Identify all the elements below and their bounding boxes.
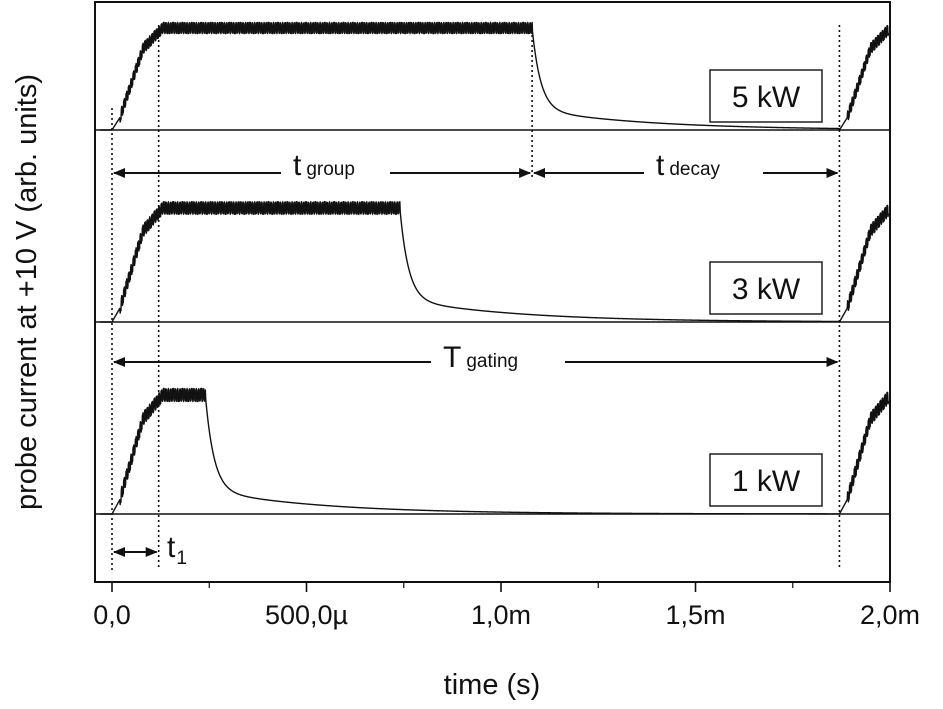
x-tick-label: 0,0 bbox=[93, 600, 131, 630]
annotation-label-t1: t1 bbox=[167, 531, 187, 569]
plot-frame bbox=[94, 1, 891, 583]
annotation-t-group: t group bbox=[113, 149, 532, 182]
power-label-box bbox=[709, 69, 823, 123]
power-label-text: 3 kW bbox=[732, 273, 801, 306]
power-label-3: 1 kW bbox=[709, 453, 823, 507]
annotation-label-t-decay: t decay bbox=[656, 149, 721, 182]
x-tick-label: 1,0m bbox=[471, 600, 531, 630]
annotations: t group t decay T gating t1 bbox=[113, 149, 839, 569]
power-label-1: 5 kW bbox=[709, 69, 823, 123]
power-label-text: 5 kW bbox=[732, 81, 801, 114]
y-axis-label: probe current at +10 V (arb. units) bbox=[11, 74, 43, 510]
power-label-box bbox=[709, 453, 823, 507]
x-tick-label: 500,0µ bbox=[265, 600, 348, 630]
trace-3-kw bbox=[100, 201, 890, 323]
annotation-t-decay: t decay bbox=[533, 149, 839, 182]
annotation-t1: t1 bbox=[113, 531, 187, 569]
traces bbox=[100, 21, 890, 515]
trace-1-kw bbox=[100, 387, 890, 515]
trace-5-kw bbox=[100, 21, 890, 131]
power-label-text: 1 kW bbox=[732, 465, 801, 498]
x-axis: 0,0 500,0µ 1,0m 1,5m 2,0m bbox=[93, 582, 920, 630]
power-label-box bbox=[709, 261, 823, 315]
x-axis-label: time (s) bbox=[444, 669, 541, 701]
power-labels: 5 kW 3 kW 1 kW bbox=[709, 69, 823, 507]
x-tick-label: 1,5m bbox=[665, 600, 725, 630]
x-tick-label: 2,0m bbox=[860, 600, 920, 630]
annotation-label-t-group: t group bbox=[293, 149, 355, 182]
power-label-2: 3 kW bbox=[709, 261, 823, 315]
marker-lines bbox=[111, 25, 841, 570]
